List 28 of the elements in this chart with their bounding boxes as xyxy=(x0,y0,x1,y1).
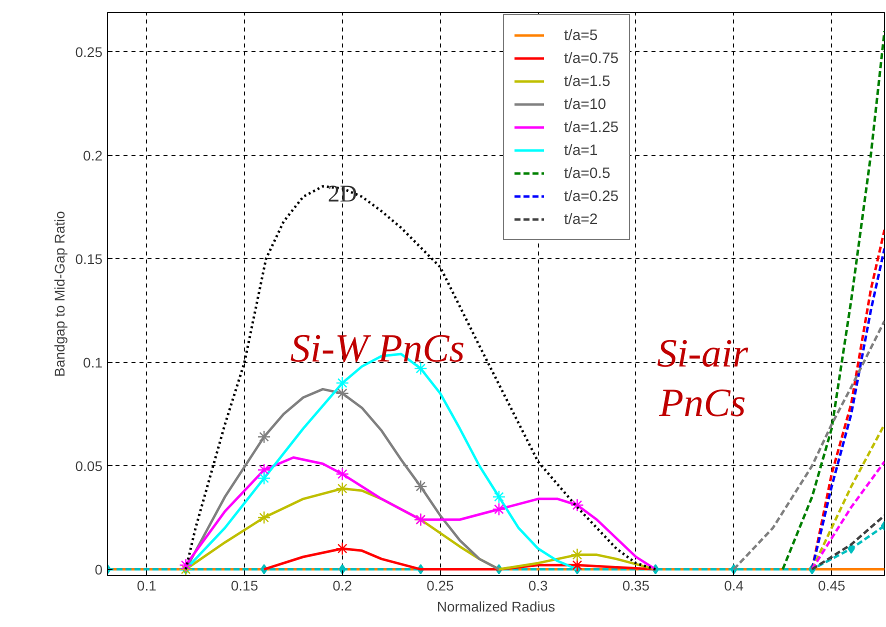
legend-label: t/a=1.25 xyxy=(564,118,619,136)
legend-label: t/a=1.5 xyxy=(564,72,610,90)
legend-label: t/a=1 xyxy=(564,142,598,158)
y-tick-label: 0.25 xyxy=(75,44,103,60)
legend-label: t/a=0.25 xyxy=(564,188,619,204)
y-tick-label: 0.05 xyxy=(75,458,103,474)
annotation: Si-W PnCs xyxy=(290,326,465,370)
y-tick-label: 0.15 xyxy=(75,250,103,267)
legend-label: t/a=0.5 xyxy=(564,164,610,182)
x-tick-label: 0.4 xyxy=(724,578,744,594)
y-tick-label: 0.2 xyxy=(83,147,103,164)
legend-label: t/a=10 xyxy=(564,96,606,112)
x-tick-label: 0.25 xyxy=(426,578,454,594)
x-tick-label: 0.2 xyxy=(332,578,352,594)
legend-label: t/a=0.75 xyxy=(564,50,619,66)
legend-label: t/a=2 xyxy=(564,210,598,228)
x-tick-label: 0.1 xyxy=(136,578,157,594)
x-tick-label: 0.3 xyxy=(528,578,548,594)
x-tick-label: 0.15 xyxy=(230,578,258,594)
legend-label: t/a=5 xyxy=(564,26,598,44)
x-tick-label: 0.35 xyxy=(622,578,650,594)
y-tick-label: 0.1 xyxy=(83,354,103,370)
annotation: 2D xyxy=(328,182,358,208)
annotation: Si-air PnCs xyxy=(656,330,748,425)
x-tick-label: 0.45 xyxy=(818,578,846,594)
x-axis-title: Normalized Radius xyxy=(436,598,556,614)
y-tick-label: 0 xyxy=(94,561,103,578)
y-axis-title: Bandgap to Mid-Gap Ratio xyxy=(51,210,68,377)
